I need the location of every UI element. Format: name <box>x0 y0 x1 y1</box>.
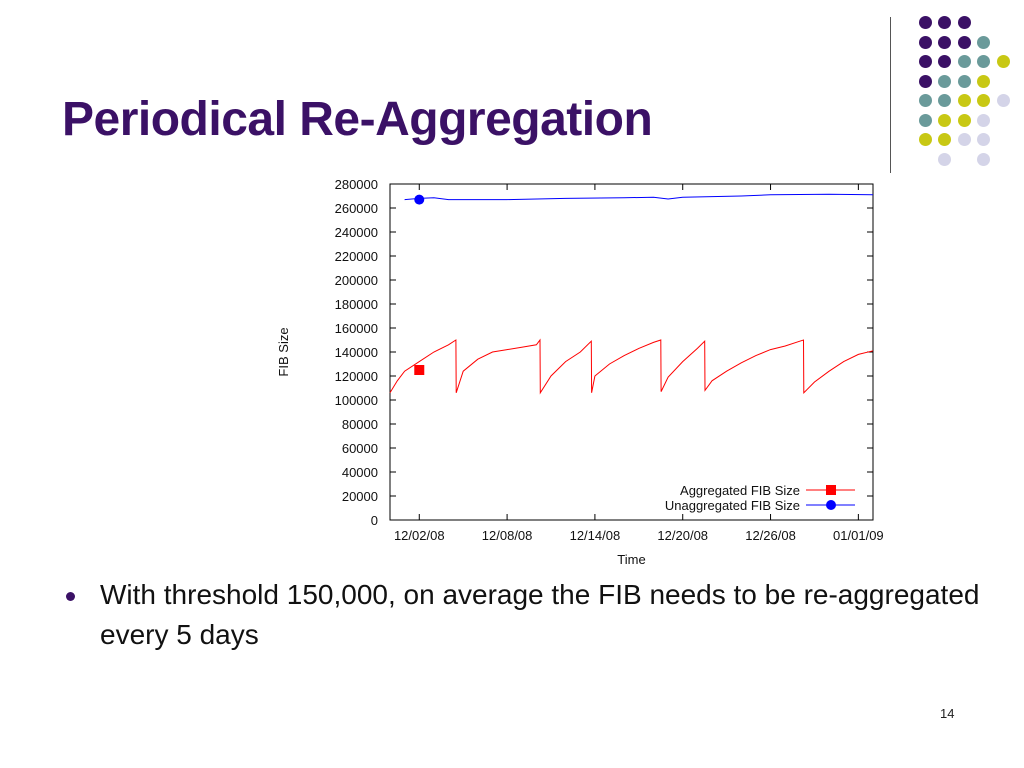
decorative-dot <box>957 16 971 29</box>
x-tick-label: 12/14/08 <box>570 528 621 543</box>
y-tick-label: 180000 <box>335 297 378 312</box>
y-tick-label: 20000 <box>342 489 378 504</box>
series-marker-1 <box>414 365 425 375</box>
decorative-dot <box>957 133 971 146</box>
legend-label: Aggregated FIB Size <box>680 483 800 498</box>
legend-marker <box>826 485 836 495</box>
decorative-dot <box>938 16 951 29</box>
legend-marker <box>826 500 836 510</box>
decorative-divider <box>890 17 891 173</box>
decorative-dot <box>938 152 951 166</box>
decorative-dot <box>918 74 932 88</box>
bullet-text: With threshold 150,000, on average the F… <box>100 579 980 650</box>
y-tick-label: 240000 <box>335 225 378 240</box>
decorative-dot <box>957 94 971 107</box>
y-tick-label: 260000 <box>335 201 378 216</box>
decorative-dot <box>918 133 932 146</box>
y-tick-label: 140000 <box>335 345 378 360</box>
fib-size-chart: 0 20000 40000 60000 80000 100000 120000 140000 1… <box>276 177 884 567</box>
x-axis-label: Time <box>617 552 645 567</box>
y-tick-label: 120000 <box>335 369 378 384</box>
decorative-dot <box>918 94 932 107</box>
x-tick-label: 12/20/08 <box>657 528 708 543</box>
decorative-dot <box>938 94 951 107</box>
x-tick-label: 12/02/08 <box>394 528 445 543</box>
decorative-dot <box>977 94 990 107</box>
y-tick-label: 60000 <box>342 441 378 456</box>
series-marker-2 <box>414 194 425 205</box>
y-axis-label: FIB Size <box>276 327 291 376</box>
y-tick-label: 280000 <box>335 177 378 192</box>
decorative-dot <box>977 113 990 127</box>
series-line-2 <box>404 193 874 201</box>
bullet-icon <box>66 592 75 601</box>
decorative-dot <box>957 55 971 68</box>
decorative-dot <box>977 152 990 166</box>
legend-label: Unaggregated FIB Size <box>665 498 800 513</box>
x-tick-label: 12/08/08 <box>482 528 533 543</box>
decorative-dot <box>977 55 990 68</box>
decorative-dot <box>977 133 990 146</box>
decorative-dot <box>957 35 971 49</box>
decorative-dot <box>918 113 932 127</box>
decorative-dot <box>938 113 951 127</box>
y-tick-label: 100000 <box>335 393 378 408</box>
page-number: 14 <box>940 706 955 721</box>
x-tick-label: 01/01/09 <box>833 528 884 543</box>
decorative-dot <box>938 35 951 49</box>
y-tick-label: 200000 <box>335 273 378 288</box>
decorative-dot <box>977 74 990 88</box>
y-tick-label: 0 <box>371 513 378 528</box>
decorative-dot <box>957 113 971 127</box>
slide-title: Periodical Re-Aggregation <box>62 93 653 146</box>
decorative-dot <box>918 35 932 49</box>
y-tick-label: 80000 <box>342 417 378 432</box>
x-tick-label: 12/26/08 <box>745 528 796 543</box>
decorative-dot <box>938 133 951 146</box>
y-tick-label: 160000 <box>335 321 378 336</box>
y-tick-label: 220000 <box>335 249 378 264</box>
decorative-dot <box>938 55 951 68</box>
decorative-dot <box>918 16 932 29</box>
decorative-dot <box>996 55 1010 68</box>
series-line-1 <box>389 338 874 395</box>
decorative-dot <box>957 74 971 88</box>
decorative-dot <box>918 55 932 68</box>
decorative-dot <box>996 94 1010 107</box>
y-tick-label: 40000 <box>342 465 378 480</box>
decorative-dot <box>977 35 990 49</box>
decorative-dot <box>938 74 951 88</box>
